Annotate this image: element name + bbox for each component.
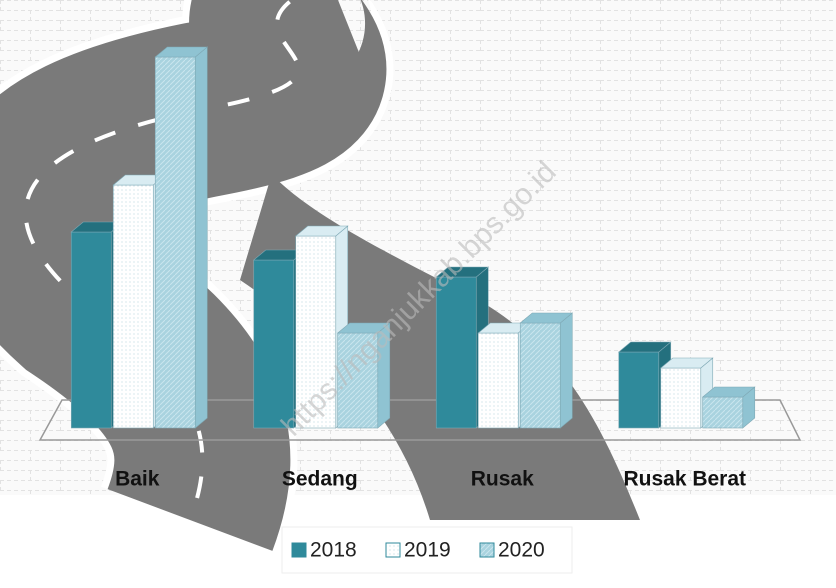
x-tick-label: Rusak	[471, 468, 534, 491]
bar	[337, 332, 379, 429]
x-tick-label: Sedang	[282, 468, 358, 491]
bar-top	[336, 322, 391, 334]
legend-label: 2019	[404, 539, 451, 562]
legend-swatch	[479, 542, 495, 558]
bar	[435, 276, 477, 429]
bar-top	[519, 312, 574, 324]
bar-top	[294, 225, 349, 237]
bar-top	[659, 357, 714, 369]
bar	[154, 56, 196, 429]
bars	[70, 46, 756, 429]
bar	[702, 396, 744, 429]
bar	[253, 259, 295, 429]
bar-top	[435, 266, 490, 278]
bar	[519, 322, 561, 429]
bar	[477, 332, 519, 429]
legend-swatch	[291, 542, 307, 558]
legend-label: 2018	[310, 539, 357, 562]
bar-side	[194, 46, 208, 429]
bar-top	[701, 386, 756, 398]
x-tick-label: Baik	[115, 468, 160, 491]
legend-items: 2018 2019 2020	[291, 539, 545, 562]
bar	[112, 184, 154, 429]
floor	[38, 399, 802, 441]
bar-top	[617, 341, 672, 353]
legend-label: 2020	[498, 539, 545, 562]
bar	[618, 351, 660, 429]
bar	[70, 231, 112, 429]
bar	[660, 367, 702, 429]
legend-swatch	[385, 542, 401, 558]
bar	[295, 235, 337, 429]
x-tick-label: Rusak Berat	[623, 468, 746, 491]
bar-side	[559, 312, 573, 429]
legend	[281, 526, 573, 574]
bar-top	[154, 46, 209, 58]
